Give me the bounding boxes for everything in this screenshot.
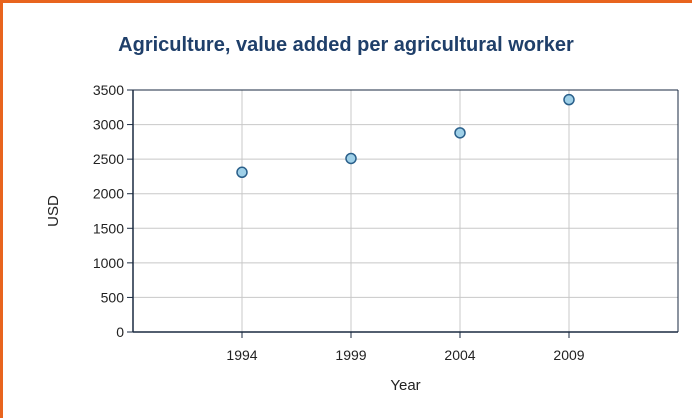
- y-tick-label: 3000: [93, 117, 124, 133]
- y-tick-label: 1000: [93, 255, 124, 271]
- x-tick-label: 2009: [553, 347, 584, 363]
- y-tick-label: 0: [116, 324, 124, 340]
- tick-labels: 0 500 1000 1500 2000 2500 3000 3500 1994 1999 2004…: [93, 82, 585, 363]
- y-tick-label: 1500: [93, 220, 124, 236]
- y-axis-title: USD: [45, 195, 62, 227]
- data-point: [563, 93, 575, 106]
- x-tick-label: 1999: [335, 347, 366, 363]
- data-point: [454, 127, 466, 139]
- y-tick-label: 3500: [93, 82, 124, 98]
- y-tick-label: 2500: [93, 151, 124, 167]
- grid-lines: [133, 89, 678, 332]
- chart-title: Agriculture, value added per agricultura…: [118, 34, 574, 56]
- data-point: [345, 152, 357, 165]
- y-tick-label: 2000: [93, 186, 124, 202]
- data-point: [236, 166, 248, 179]
- axes: [127, 89, 679, 338]
- data-points: [236, 93, 575, 179]
- x-tick-label: 1994: [226, 347, 257, 363]
- x-tick-label: 2004: [444, 347, 475, 363]
- x-axis-title: Year: [390, 377, 420, 394]
- y-tick-label: 500: [101, 289, 125, 305]
